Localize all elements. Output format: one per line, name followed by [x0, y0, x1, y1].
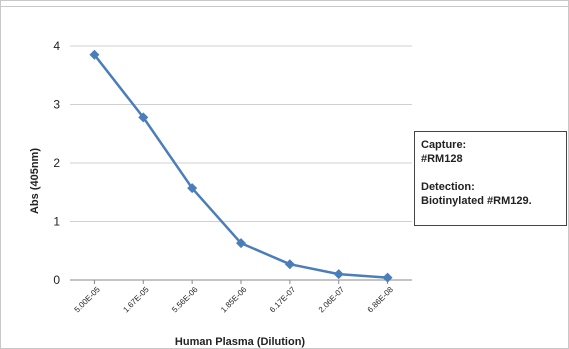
data-point	[236, 238, 246, 249]
x-tick-label: 5.56E-06	[170, 285, 200, 315]
x-axis-title: Human Plasma (Dilution)	[175, 336, 306, 348]
annotation-box: Capture: #RM128 Detection: Biotinylated …	[414, 131, 567, 226]
annotation-line: Biotinylated #RM129.	[421, 195, 532, 207]
x-tick-label: 1.85E-06	[219, 285, 249, 315]
gridlines	[70, 45, 412, 284]
data-point	[187, 183, 198, 194]
top-divider	[0, 6, 569, 7]
annotation-line: Capture:	[421, 139, 467, 151]
x-tick-label: 6.17E-07	[268, 285, 298, 315]
y-tick-label: 1	[53, 215, 60, 229]
y-tick-label: 2	[53, 156, 60, 170]
series-group	[89, 49, 393, 283]
x-tick-label: 2.06E-07	[317, 285, 347, 315]
data-point	[382, 272, 393, 283]
data-point	[284, 259, 295, 270]
y-tick-label: 4	[53, 39, 60, 53]
data-point	[333, 269, 344, 280]
y-tick-labels: 0 1 2 3 4	[53, 39, 60, 287]
y-tick-label: 0	[53, 273, 60, 287]
annotation-line: #RM128	[421, 153, 463, 165]
x-tick-label: 1.67E-05	[121, 285, 151, 315]
x-tick-labels: 5.00E-05 1.67E-05 5.56E-06 1.85E-06 6.17E-07…	[73, 285, 396, 315]
x-tick-label: 6.86E-08	[366, 285, 396, 315]
data-point	[89, 49, 100, 60]
y-tick-label: 3	[53, 98, 60, 112]
data-point	[138, 112, 149, 123]
annotation-line: Detection:	[421, 181, 475, 193]
y-axis-title: Abs (405nm)	[29, 148, 41, 214]
x-tick-label: 5.00E-05	[73, 285, 103, 315]
